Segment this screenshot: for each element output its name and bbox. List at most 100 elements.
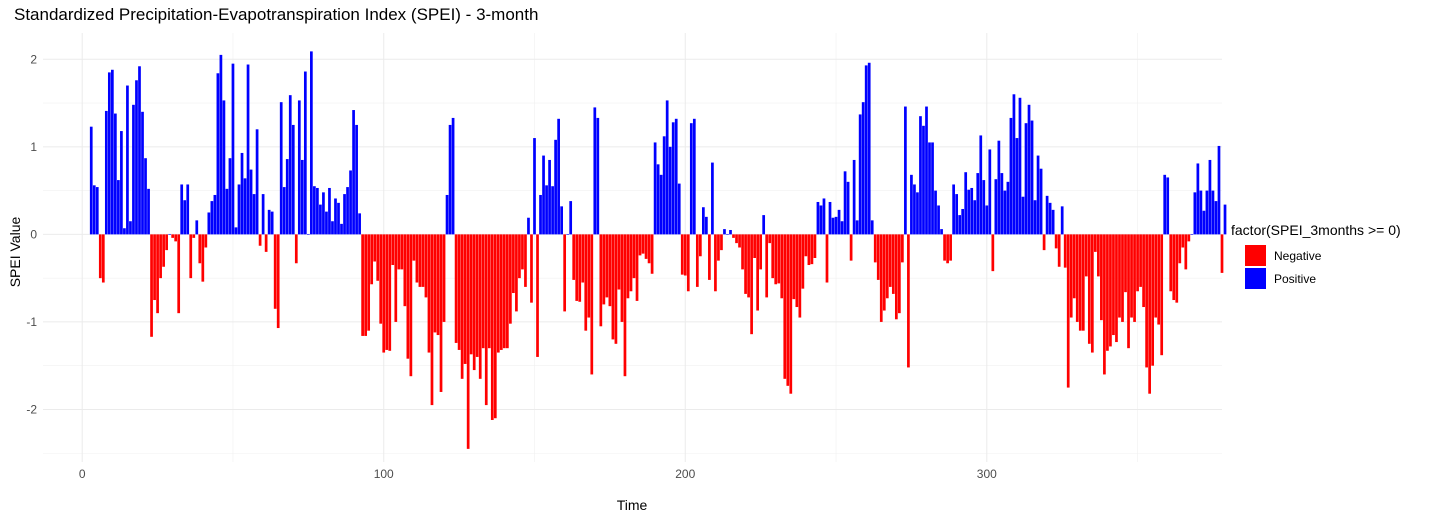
bar bbox=[970, 187, 974, 235]
bar bbox=[647, 234, 651, 264]
bar bbox=[1160, 234, 1164, 356]
bar bbox=[876, 234, 880, 280]
bar bbox=[964, 172, 968, 235]
bar bbox=[738, 234, 741, 248]
bar bbox=[1145, 234, 1148, 368]
bar bbox=[551, 186, 554, 235]
bar bbox=[141, 111, 144, 235]
bar bbox=[723, 229, 726, 235]
bar bbox=[313, 186, 316, 235]
bar bbox=[976, 173, 980, 235]
x-tick-label: 100 bbox=[374, 467, 394, 481]
bar bbox=[1009, 117, 1013, 235]
bar bbox=[587, 234, 591, 318]
bar bbox=[888, 234, 892, 287]
bar bbox=[234, 227, 238, 235]
tick-labels: -2 -1 0 1 2 0 100 200 300 bbox=[26, 52, 997, 481]
bar bbox=[306, 234, 310, 235]
bar bbox=[572, 234, 576, 280]
bar bbox=[741, 234, 744, 270]
bar bbox=[946, 234, 949, 264]
bar bbox=[291, 124, 295, 235]
bar bbox=[1184, 234, 1188, 270]
bar bbox=[177, 234, 181, 314]
bar bbox=[527, 217, 530, 235]
bar bbox=[674, 118, 678, 235]
bar bbox=[925, 106, 928, 235]
bar bbox=[1106, 234, 1109, 351]
bar bbox=[98, 234, 102, 279]
bar bbox=[349, 170, 352, 235]
bar bbox=[711, 162, 714, 235]
bar bbox=[484, 234, 488, 406]
bar bbox=[325, 211, 328, 235]
bar bbox=[1115, 234, 1118, 343]
bar bbox=[225, 188, 229, 235]
bar bbox=[352, 110, 355, 235]
bar bbox=[515, 234, 518, 312]
bar bbox=[415, 234, 419, 283]
bar bbox=[683, 234, 687, 276]
bar bbox=[837, 209, 841, 235]
bar bbox=[135, 80, 138, 235]
bar bbox=[810, 234, 814, 265]
bar bbox=[310, 51, 313, 235]
bar bbox=[708, 234, 711, 280]
bar bbox=[147, 188, 150, 235]
bar bbox=[916, 192, 919, 235]
bar bbox=[1148, 234, 1151, 394]
bar bbox=[554, 139, 557, 235]
bar bbox=[355, 124, 358, 235]
bar bbox=[186, 184, 190, 235]
bar bbox=[95, 187, 99, 235]
bar bbox=[1121, 234, 1124, 322]
bar bbox=[364, 234, 367, 336]
bar bbox=[671, 122, 675, 235]
bar bbox=[1157, 234, 1161, 325]
bar bbox=[858, 114, 862, 235]
bar bbox=[759, 234, 763, 270]
bar bbox=[1118, 234, 1121, 318]
bar bbox=[1190, 234, 1194, 235]
bar bbox=[391, 234, 395, 266]
bar bbox=[913, 184, 916, 235]
bar bbox=[107, 72, 111, 235]
bar bbox=[904, 106, 907, 235]
bar bbox=[714, 234, 717, 292]
bar bbox=[539, 194, 542, 235]
bar bbox=[635, 234, 639, 301]
bar bbox=[729, 229, 732, 235]
bar bbox=[861, 102, 865, 235]
bar bbox=[237, 184, 241, 235]
bar bbox=[870, 220, 874, 235]
bar bbox=[843, 171, 847, 235]
bar bbox=[1051, 209, 1055, 235]
bar bbox=[1187, 234, 1191, 242]
bar bbox=[747, 234, 750, 298]
bar bbox=[110, 69, 114, 235]
bar bbox=[617, 234, 621, 290]
bar bbox=[611, 234, 615, 340]
bar bbox=[156, 234, 159, 314]
bar bbox=[1163, 174, 1167, 235]
bar bbox=[219, 54, 223, 235]
bar bbox=[1087, 234, 1091, 344]
bar bbox=[762, 215, 766, 235]
bar bbox=[732, 234, 735, 238]
bar bbox=[1211, 190, 1215, 235]
bar bbox=[864, 65, 868, 235]
legend: factor(SPEI_3months >= 0) Negative Posit… bbox=[1231, 222, 1401, 290]
bar bbox=[412, 234, 416, 261]
bar bbox=[1103, 234, 1106, 375]
bar bbox=[126, 85, 129, 235]
bar bbox=[123, 228, 126, 235]
bar bbox=[252, 194, 256, 235]
bar bbox=[1151, 234, 1155, 366]
bar bbox=[1033, 200, 1037, 235]
bar bbox=[581, 234, 585, 283]
bar bbox=[1154, 234, 1158, 318]
y-tick-label: -2 bbox=[26, 402, 37, 416]
bar bbox=[958, 215, 962, 235]
bar bbox=[168, 234, 172, 235]
